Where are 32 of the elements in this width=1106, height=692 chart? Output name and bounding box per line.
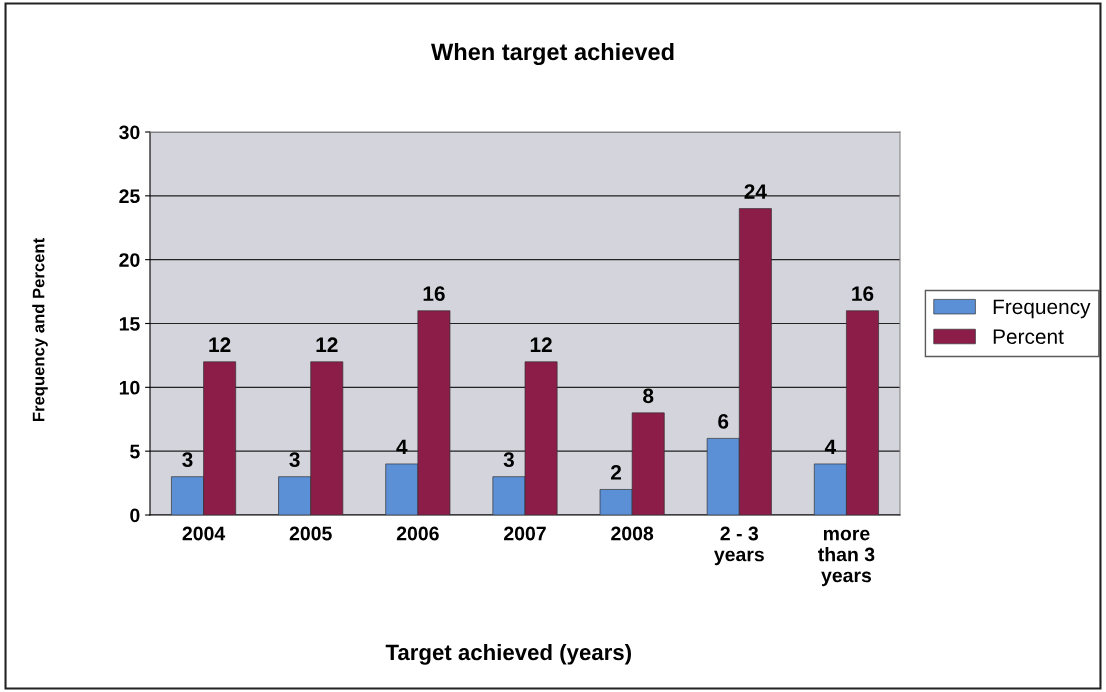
data-label: 8 [643,388,654,404]
legend-label: Percent [993,329,1064,345]
data-label: 16 [852,286,874,302]
x-tick-label: more than 3 years [818,529,875,587]
y-tick-label: 0 [130,508,140,523]
y-tick-label: 5 [130,444,140,459]
data-label: 3 [503,452,514,468]
y-tick-label: 15 [119,317,140,331]
y-tick-label: 25 [119,189,140,204]
x-tick-label: 2 - 3 years [714,526,764,566]
x-tick-label: 2007 [504,526,546,541]
data-label: 12 [316,337,338,352]
data-label: 4 [824,439,837,455]
data-label: 12 [530,337,552,352]
x-tick-label: 2004 [182,526,226,541]
legend-label: Frequency [993,299,1091,319]
data-label: 4 [396,439,408,455]
x-tick-label: 2006 [396,526,439,541]
x-tick-label: 2008 [611,526,654,541]
y-tick-label: 10 [119,380,140,395]
data-label: 12 [209,337,231,352]
y-tick-label: 20 [119,253,140,267]
data-label: 6 [718,413,729,429]
data-label: 16 [423,286,445,302]
data-label: 3 [182,452,193,468]
x-tick-label: 2005 [289,526,332,541]
x-axis-title: Target achieved (years) [385,643,631,665]
y-axis-title: Frequency and Percent [32,238,48,422]
data-label: 2 [611,465,622,480]
data-label: 3 [289,452,300,468]
chart-title: When target achieved [431,42,674,65]
y-tick-label: 30 [119,125,140,140]
